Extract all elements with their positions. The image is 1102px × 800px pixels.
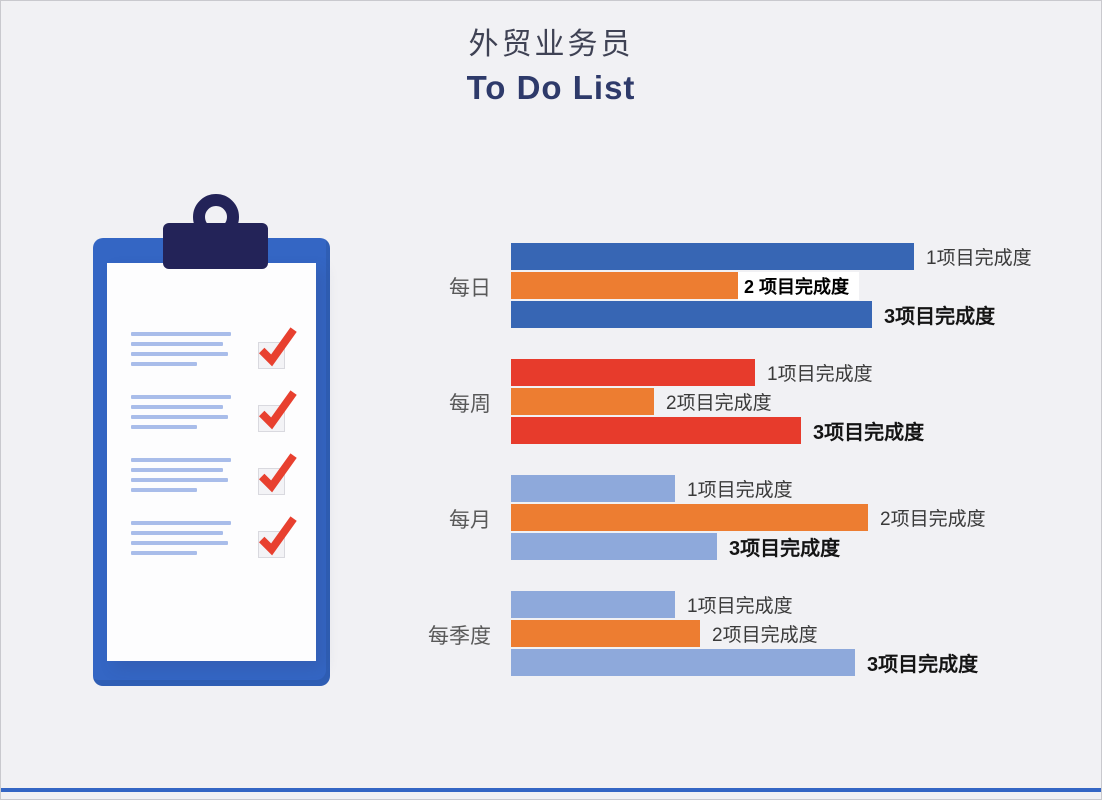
check-icon: [258, 516, 297, 556]
bar: [511, 388, 654, 415]
bar-label: 2项目完成度: [880, 509, 986, 530]
todo-bar-chart: 每日 1项目完成度 2 项目完成度 3项目完成度 每周 1项目完成度 2项目完成度 3项目完成…: [411, 243, 1091, 707]
text-line: [131, 521, 231, 525]
text-line: [131, 541, 228, 545]
chart-group: 每月 1项目完成度 2项目完成度 3项目完成度: [411, 475, 1091, 562]
category-label: 每月: [449, 508, 491, 532]
checklist-row: [107, 390, 316, 434]
chart-group: 每日 1项目完成度 2 项目完成度 3项目完成度: [411, 243, 1091, 330]
clipboard-illustration: [93, 194, 333, 686]
bar: [511, 475, 675, 502]
text-line: [131, 478, 228, 482]
check-icon: [258, 327, 297, 367]
bar: [511, 533, 717, 560]
bar-row: 3项目完成度: [511, 301, 1091, 328]
bar-label: 3项目完成度: [813, 422, 925, 444]
checkmark-wrap: [254, 327, 298, 371]
text-line: [131, 531, 223, 535]
bar-label: 2项目完成度: [666, 393, 772, 414]
category-label: 每季度: [428, 624, 491, 648]
bar: [511, 301, 872, 328]
bar-label: 3项目完成度: [867, 654, 979, 676]
bar-label: 1项目完成度: [926, 248, 1032, 269]
text-line: [131, 362, 197, 366]
text-line: [131, 332, 231, 336]
bar: [511, 359, 755, 386]
bar: [511, 591, 675, 618]
bar-label: 3项目完成度: [884, 306, 996, 328]
bar-label: 1项目完成度: [767, 364, 873, 385]
text-lines: [131, 395, 231, 429]
text-lines: [131, 458, 231, 492]
bar-row: 1项目完成度: [511, 591, 1091, 618]
checklist-row: [107, 516, 316, 560]
bar-row: 2项目完成度: [511, 504, 1091, 531]
bar-row: 2 项目完成度: [511, 271, 1091, 300]
bar-row: 1项目完成度: [511, 243, 1091, 270]
clipboard-clip-icon: [163, 223, 268, 269]
text-line: [131, 458, 231, 462]
checkmark-wrap: [254, 390, 298, 434]
chart-group: 每周 1项目完成度 2项目完成度 3项目完成度: [411, 359, 1091, 446]
text-line: [131, 488, 197, 492]
text-lines: [131, 332, 231, 366]
page-title: To Do List: [466, 69, 636, 106]
title-chinese: 外贸业务员: [468, 28, 634, 61]
bar: [511, 504, 868, 531]
bar: [511, 243, 914, 270]
checklist-row: [107, 327, 316, 371]
bottom-accent-line: [1, 788, 1101, 792]
check-icon: [258, 453, 297, 493]
checkmark-wrap: [254, 516, 298, 560]
text-line: [131, 405, 223, 409]
category-label: 每周: [449, 392, 491, 416]
checklist-row: [107, 453, 316, 497]
text-line: [131, 551, 197, 555]
bar: [511, 272, 738, 299]
bar-row: 3项目完成度: [511, 533, 1091, 560]
bar-row: 1项目完成度: [511, 359, 1091, 386]
bar: [511, 620, 700, 647]
chart-group: 每季度 1项目完成度 2项目完成度 3项目完成度: [411, 591, 1091, 678]
bar-row: 1项目完成度: [511, 475, 1091, 502]
bar-group: 1项目完成度 2项目完成度 3项目完成度: [511, 359, 1091, 446]
clipboard-paper: [107, 263, 316, 661]
bar-label: 3项目完成度: [729, 538, 841, 560]
bar-row: 3项目完成度: [511, 417, 1091, 444]
bar-group: 1项目完成度 2项目完成度 3项目完成度: [511, 591, 1091, 678]
bar-row: 2项目完成度: [511, 388, 1091, 415]
bar-group: 1项目完成度 2项目完成度 3项目完成度: [511, 475, 1091, 562]
bar-row: 2项目完成度: [511, 620, 1091, 647]
text-line: [131, 468, 223, 472]
category-label: 每日: [449, 276, 491, 300]
text-line: [131, 342, 223, 346]
bar-group: 1项目完成度 2 项目完成度 3项目完成度: [511, 243, 1091, 330]
text-lines: [131, 521, 231, 555]
text-line: [131, 425, 197, 429]
bar: [511, 649, 855, 676]
text-line: [131, 415, 228, 419]
text-line: [131, 395, 231, 399]
bar-label: 2 项目完成度: [738, 271, 860, 300]
bar: [511, 417, 801, 444]
bar-label: 1项目完成度: [687, 596, 793, 617]
checkmark-wrap: [254, 453, 298, 497]
bar-row: 3项目完成度: [511, 649, 1091, 676]
bar-label: 1项目完成度: [687, 480, 793, 501]
bar-label: 2项目完成度: [712, 625, 818, 646]
page-header: 外贸业务员 To Do List: [1, 19, 1101, 107]
text-line: [131, 352, 228, 356]
check-icon: [258, 390, 297, 430]
